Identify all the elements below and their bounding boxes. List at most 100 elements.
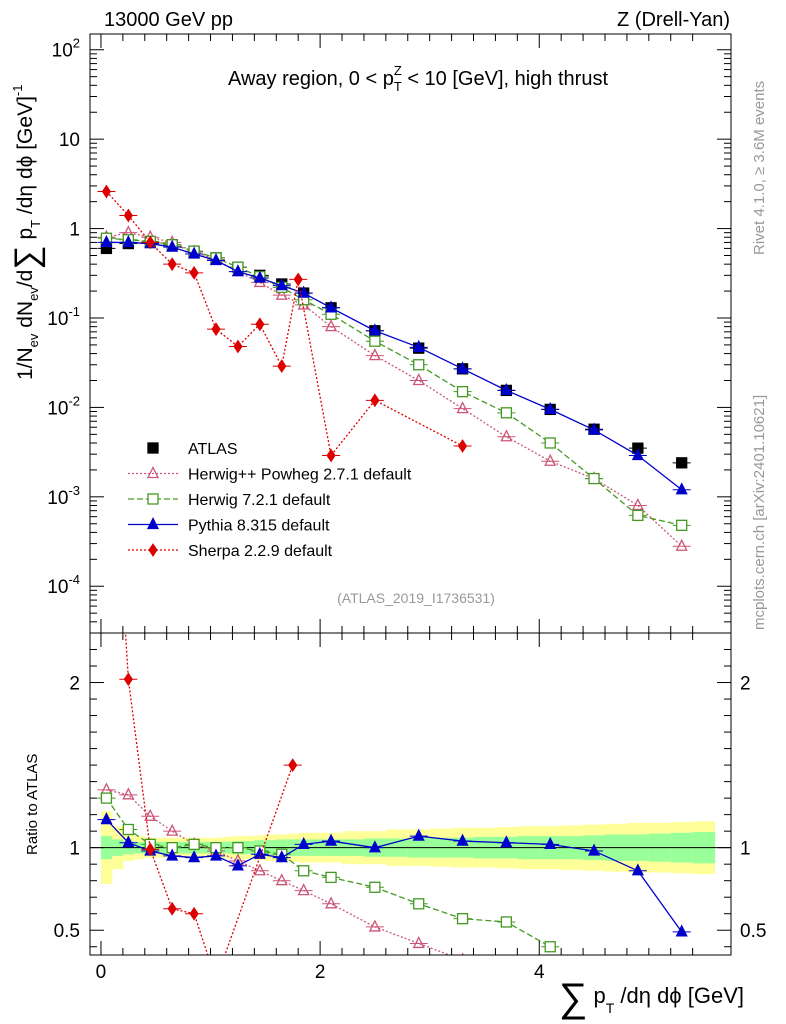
main-point [675,482,688,495]
ratio-point [122,823,135,836]
ratio-y-tick-label: 0.5 [54,921,80,942]
ratio-point [288,758,298,773]
ratio-point [456,913,469,925]
ratio-point [231,858,244,871]
legend-label: Sherpa 2.2.9 default [188,543,333,560]
main-point [500,407,513,419]
ratio-point [123,672,133,687]
main-point [369,335,381,347]
ratio-point [325,833,338,846]
ratio-series-3 [102,313,302,955]
x-tick-label: 0 [96,962,107,983]
legend-entry: Herwig 7.2.1 default [128,492,331,509]
main-point [275,287,288,300]
ratio-point [188,850,201,863]
ratio-point [275,873,288,886]
x-tick-label: 4 [534,962,545,983]
legend-marker [148,543,158,557]
main-series-3 [97,234,691,495]
main-point [211,322,221,337]
ratio-point [232,842,244,854]
ratio-point [544,836,557,850]
ratio-series-layer [97,313,691,955]
main-series-4 [97,184,472,463]
main-point [370,393,380,408]
main-point [368,348,381,361]
main-series-2 [97,232,691,531]
main-point [100,234,113,248]
main-y-tick-label: 10 [59,130,80,151]
main-point [209,253,223,266]
main-point [145,235,155,250]
ratio-line-1 [105,797,551,948]
main-point [456,401,469,414]
main-y-axis: 102 10 1 10-1 10-2 10-3 10-4 [47,36,731,634]
main-point [255,317,265,332]
ratio-point [144,808,157,821]
ratio-point [500,835,513,848]
ratio-line-3 [124,633,294,955]
main-y-label: 1/Nev dNev/d∑ pT /dη dϕ [GeV]-1 [8,85,46,380]
main-title: Away region, 0 < pZ T < 10 [GeV], high th… [228,63,608,94]
ratio-point [166,848,179,861]
main-point [456,386,469,398]
main-point [544,453,557,466]
main-point [123,208,133,223]
legend-entry: Herwig++ Powheg 2.7.1 default [128,466,412,484]
main-line-4 [105,191,463,458]
ratio-point [297,836,310,850]
legend-marker [146,466,160,479]
x-axis-label: ∑ pT /dη dϕ [GeV] [559,976,744,1020]
ratio-point [100,792,113,804]
ratio-point [100,782,113,795]
main-y-tick-label: 1 [69,220,80,241]
main-point [675,538,688,551]
main-point [412,339,425,352]
svg-text:∑ pT /dη dϕ [GeV]: ∑ pT /dη dϕ [GeV] [559,976,744,1020]
ratio-point [253,863,266,876]
main-point [368,323,381,336]
main-point [325,319,338,332]
main-point [188,246,201,259]
ratio-series-1 [97,792,560,953]
ratio-point [368,919,381,932]
legend-label: Pythia 8.315 default [188,518,330,535]
main-point [167,257,177,272]
svg-text:1/Nev dNev/d∑ pT /dη dϕ [GeV]: 1/Nev dNev/d∑ pT /dη dϕ [GeV]-1 [8,85,46,380]
legend-entry: Pythia 8.315 default [128,517,330,535]
ratio-point [100,812,113,825]
main-y-tick-label: 10-2 [47,393,80,419]
legend-marker [146,517,160,530]
ratio-y-tick-label-right: 2 [740,674,751,695]
main-y-tick-label: 10-1 [47,304,80,330]
ratio-point [102,313,110,325]
main-point [277,359,287,373]
x-tick-label: 2 [315,962,326,983]
ratio-point [297,883,310,896]
ratio-point [188,838,200,851]
ratio-point [122,787,135,800]
ratio-point [500,916,513,928]
ratio-point [544,941,556,953]
ratio-line-0 [106,789,452,955]
ratio-point [368,840,381,853]
ratio-point [631,863,644,876]
ratio-y-tick-label: 2 [69,674,80,695]
main-series-0 [97,236,691,469]
analysis-watermark: (ATLAS_2019_I1736531) [337,590,495,606]
ratio-point [166,823,179,836]
ratio-point [325,896,338,909]
main-point [588,472,600,485]
ratio-y-tick-label: 1 [69,839,80,860]
main-point [587,422,601,435]
mcplots-label: mcplots.cern.ch [arXiv:2401.10621] [751,395,768,630]
main-point [101,184,112,199]
main-point [631,498,644,511]
ratio-point [675,924,688,937]
legend-entry: Sherpa 2.2.9 default [128,543,333,560]
ratio-point [167,901,177,916]
main-point [413,359,425,371]
main-point [500,429,513,442]
legend-label: Herwig 7.2.1 default [188,492,331,509]
